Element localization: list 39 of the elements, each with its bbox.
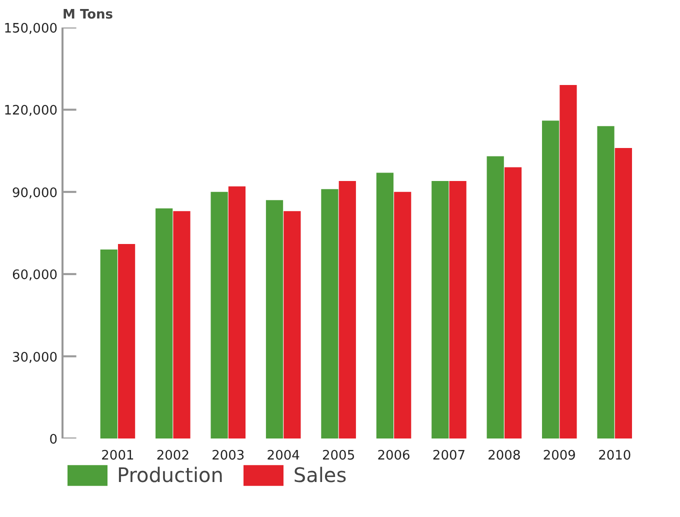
y-tick-label: 150,000 [4, 22, 58, 36]
x-tick-label: 2003 [212, 448, 245, 464]
y-tick-label: 60,000 [12, 268, 58, 284]
bar [118, 244, 136, 438]
legend-label: Sales [293, 463, 347, 487]
legend-label: Production [117, 463, 224, 487]
x-tick-label: 2005 [322, 448, 356, 464]
bar [614, 148, 632, 438]
x-tick-label: 2009 [542, 448, 576, 464]
y-tick-label: 120,000 [4, 104, 58, 119]
bar [486, 156, 504, 438]
bar [394, 192, 412, 438]
bar [228, 186, 246, 438]
bar [376, 172, 394, 438]
bar [266, 200, 284, 438]
bar [449, 180, 466, 438]
x-tick-label: 2007 [432, 448, 466, 464]
bar [542, 120, 560, 438]
bar [173, 211, 190, 438]
x-tick-label: 2008 [488, 448, 521, 464]
bar [210, 192, 228, 438]
bar [504, 167, 522, 438]
bar [156, 208, 173, 438]
bar [321, 189, 338, 438]
x-tick-label: 2006 [377, 448, 410, 464]
x-tick-label: 2001 [101, 448, 134, 464]
x-tick-label: 2004 [266, 448, 300, 464]
bar [432, 180, 449, 438]
y-tick-label: 0 [49, 432, 58, 448]
bar [338, 180, 356, 438]
bar [284, 211, 301, 438]
bar [100, 249, 118, 438]
x-tick-label: 2010 [598, 448, 632, 464]
bar [560, 85, 577, 438]
bar [597, 126, 614, 438]
y-tick-label: 30,000 [12, 350, 58, 366]
y-tick-label: 90,000 [12, 186, 58, 201]
x-tick-label: 2002 [156, 448, 190, 464]
y-axis-title: M Tons [62, 8, 114, 22]
